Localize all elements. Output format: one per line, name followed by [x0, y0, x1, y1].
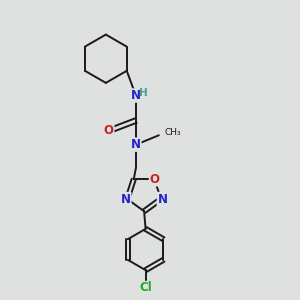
Text: CH₃: CH₃: [164, 128, 181, 137]
Text: N: N: [121, 193, 131, 206]
Text: N: N: [131, 89, 141, 102]
Text: H: H: [139, 88, 148, 98]
Text: N: N: [131, 138, 141, 151]
Text: N: N: [158, 193, 167, 206]
Text: O: O: [104, 124, 114, 137]
Text: O: O: [149, 173, 160, 186]
Text: Cl: Cl: [139, 281, 152, 294]
